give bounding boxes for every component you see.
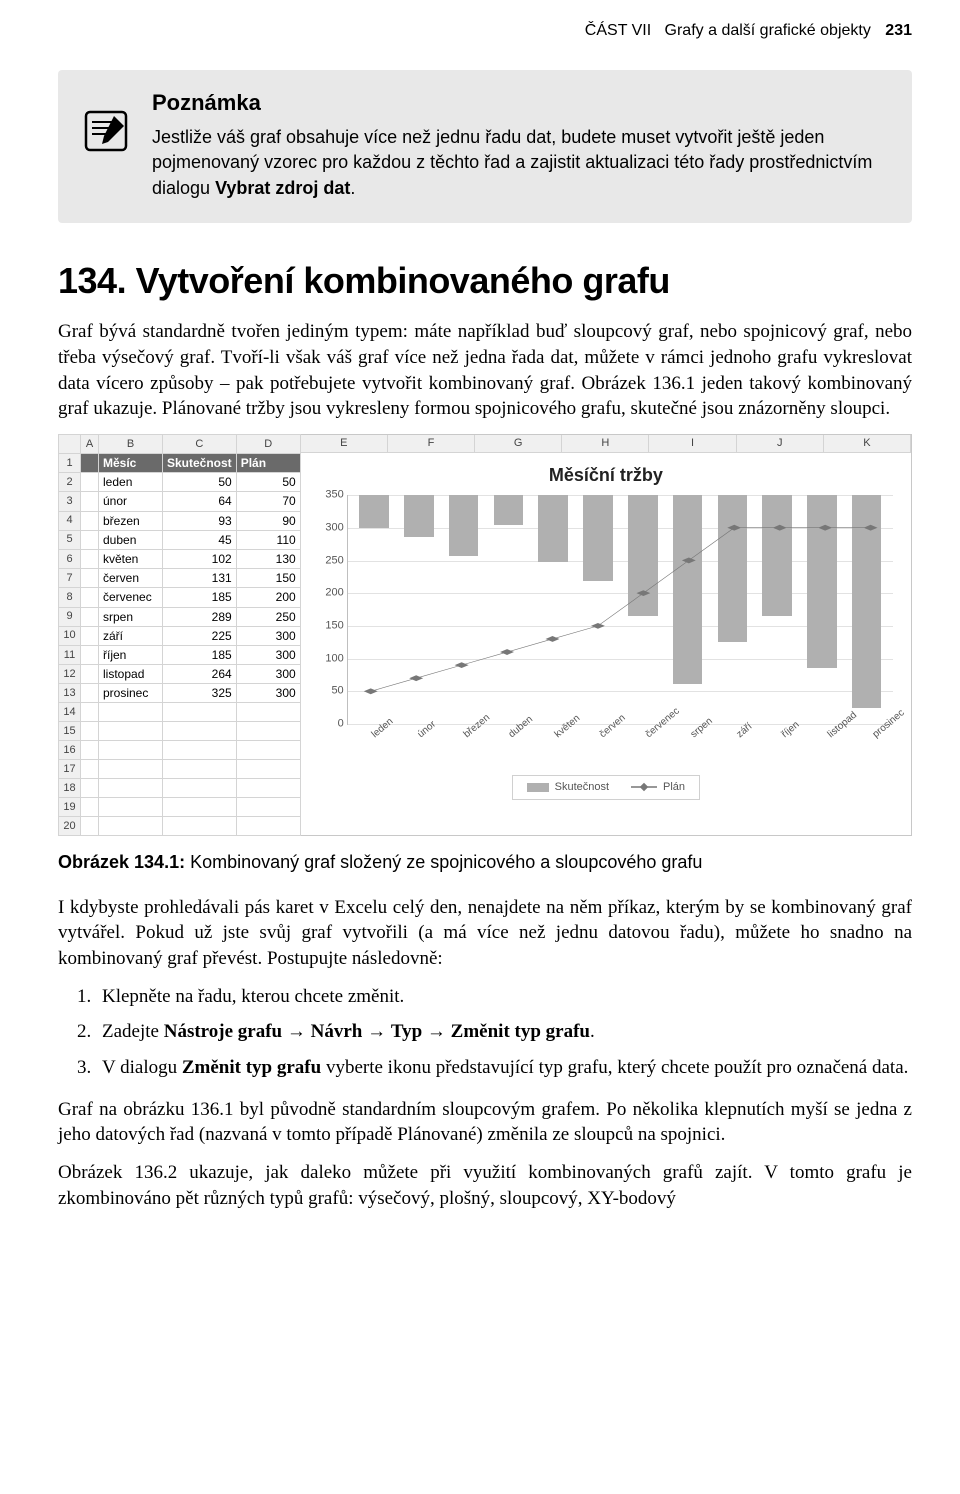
paragraph: Graf bývá standardně tvořen jediným type… [58,319,912,422]
section-title: Vytvoření kombinovaného grafu [136,260,670,301]
chart-plot: 050100150200250300350 [347,495,893,725]
t: . [590,1021,595,1042]
t: Nástroje grafu [164,1021,282,1042]
note-body: Jestliže váš graf obsahuje více než jedn… [152,125,890,201]
note-text-end: . [350,178,355,198]
figure-combo-chart: ABCD1MěsícSkutečnostPlán2leden50503únor6… [58,434,912,836]
caption-label: Obrázek 134.1: [58,852,185,872]
figure-caption: Obrázek 134.1: Kombinovaný graf složený … [58,850,912,874]
legend-label: Plán [663,781,685,793]
t: Typ [391,1021,422,1042]
note-title: Poznámka [152,88,890,118]
note-callout: Poznámka Jestliže váš graf obsahuje více… [58,70,912,223]
t: Změnit typ grafu [451,1021,590,1042]
t: vyberte ikonu představující typ grafu, k… [321,1057,908,1078]
t: Návrh [311,1021,363,1042]
paragraph: Graf na obrázku 136.1 byl původně standa… [58,1097,912,1148]
section-heading: 134. Vytvoření kombinovaného grafu [58,257,912,306]
legend-item-line: Plán [631,780,685,795]
t: → [282,1021,311,1042]
chart-title: Měsíční tržby [313,463,899,487]
steps-list: Klepněte na řadu, kterou chcete změnit. … [96,984,912,1081]
step-item: V dialogu Změnit typ grafu vyberte ikonu… [96,1055,912,1081]
chapter-title: Grafy a další grafické objekty [665,22,871,39]
note-bold: Vybrat zdroj dat [215,178,350,198]
chart-legend: Skutečnost Plán [512,775,700,800]
t: → [422,1021,451,1042]
running-header: ČÁST VII Grafy a další grafické objekty … [58,20,912,42]
chart-x-labels: ledenúnorbřezendubenkvětenčervenčervenec… [347,725,893,771]
t: → [362,1021,391,1042]
chart-area: EFGHIJK Měsíční tržby 050100150200250300… [301,434,912,836]
t: Změnit typ grafu [182,1057,321,1078]
caption-text: Kombinovaný graf složený ze spojnicového… [190,852,702,872]
t: V dialogu [102,1057,182,1078]
legend-label: Skutečnost [555,781,609,793]
part-label: ČÁST VII [585,22,651,39]
step-item: Klepněte na řadu, kterou chcete změnit. [96,984,912,1010]
pencil-note-icon [80,104,132,156]
page-number: 231 [885,22,912,39]
spreadsheet-table: ABCD1MěsícSkutečnostPlán2leden50503únor6… [58,434,301,836]
legend-item-bar: Skutečnost [527,780,609,795]
t: Zadejte [102,1021,164,1042]
paragraph: Obrázek 136.2 ukazuje, jak daleko můžete… [58,1160,912,1211]
paragraph: I kdybyste prohledávali pás karet v Exce… [58,895,912,972]
step-item: Zadejte Nástroje grafu → Návrh → Typ → Z… [96,1019,912,1045]
section-number: 134. [58,260,126,301]
